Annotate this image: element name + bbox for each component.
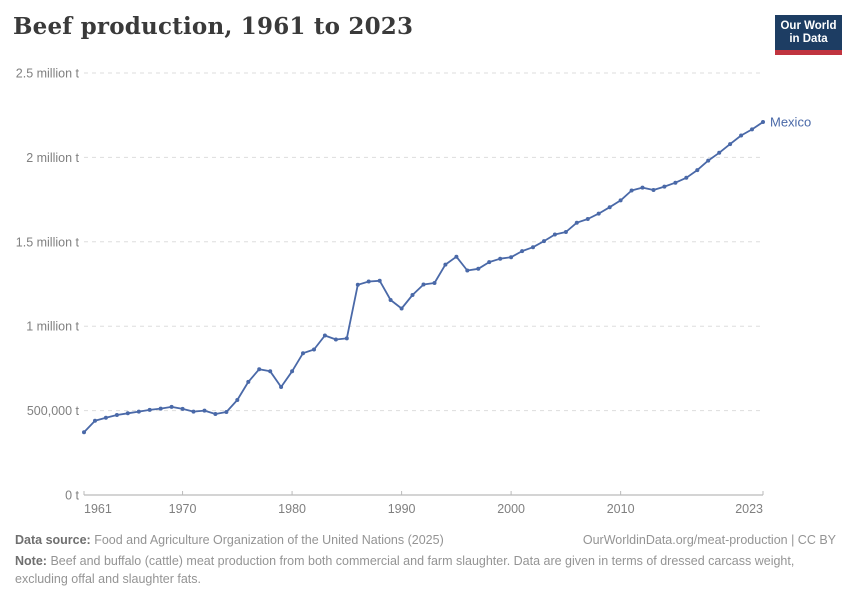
data-point[interactable] bbox=[257, 367, 262, 372]
data-point[interactable] bbox=[443, 262, 448, 267]
data-point[interactable] bbox=[531, 245, 535, 250]
data-point[interactable] bbox=[355, 282, 360, 287]
owid-logo-line2: in Data bbox=[789, 33, 828, 45]
data-source-text: Data source: Food and Agriculture Organi… bbox=[15, 531, 444, 549]
data-point[interactable] bbox=[235, 398, 240, 402]
y-tick-label: 0 t bbox=[65, 489, 79, 503]
data-source-label: Data source: bbox=[15, 533, 91, 547]
data-point[interactable] bbox=[640, 185, 645, 190]
data-point[interactable] bbox=[224, 410, 229, 414]
data-point[interactable] bbox=[290, 369, 295, 374]
data-point[interactable] bbox=[728, 142, 733, 147]
data-point[interactable] bbox=[585, 217, 590, 221]
data-point[interactable] bbox=[454, 254, 459, 259]
data-point[interactable] bbox=[103, 415, 108, 420]
data-point[interactable] bbox=[410, 293, 415, 297]
data-point[interactable] bbox=[498, 256, 503, 261]
series-line-mexico[interactable] bbox=[83, 121, 764, 434]
data-point[interactable] bbox=[421, 282, 426, 287]
x-tick-label: 1990 bbox=[388, 502, 416, 516]
data-point[interactable] bbox=[301, 351, 305, 356]
owid-logo-line1: Our World bbox=[780, 20, 837, 32]
data-point[interactable] bbox=[651, 188, 656, 192]
data-point[interactable] bbox=[136, 409, 141, 414]
note-value: Beef and buffalo (cattle) meat productio… bbox=[15, 554, 795, 586]
data-point[interactable] bbox=[596, 211, 601, 216]
data-point[interactable] bbox=[333, 337, 338, 342]
data-point[interactable] bbox=[761, 120, 765, 124]
y-tick-label: 2.5 million t bbox=[16, 67, 80, 81]
data-point[interactable] bbox=[552, 232, 557, 237]
data-point[interactable] bbox=[618, 198, 623, 203]
data-point[interactable] bbox=[574, 220, 579, 225]
data-point[interactable] bbox=[739, 133, 744, 138]
data-point[interactable] bbox=[322, 333, 327, 338]
data-point[interactable] bbox=[684, 175, 689, 180]
data-point[interactable] bbox=[662, 184, 667, 189]
data-point[interactable] bbox=[125, 411, 130, 416]
x-tick-label: 1970 bbox=[169, 502, 197, 516]
data-point[interactable] bbox=[366, 279, 371, 284]
data-point[interactable] bbox=[487, 260, 492, 265]
data-point[interactable] bbox=[750, 127, 754, 132]
page-title: Beef production, 1961 to 2023 bbox=[13, 13, 414, 40]
x-tick-label: 1980 bbox=[278, 502, 306, 516]
data-point[interactable] bbox=[476, 266, 481, 271]
data-point[interactable] bbox=[509, 255, 514, 260]
note-text: Note: Beef and buffalo (cattle) meat pro… bbox=[15, 552, 836, 588]
x-tick-label: 1961 bbox=[84, 502, 112, 516]
data-point[interactable] bbox=[706, 158, 711, 163]
data-source-value: Food and Agriculture Organization of the… bbox=[94, 533, 444, 547]
data-point[interactable] bbox=[114, 413, 119, 417]
data-point[interactable] bbox=[169, 404, 174, 409]
data-point[interactable] bbox=[465, 268, 470, 273]
x-tick-label: 2010 bbox=[607, 502, 635, 516]
data-point[interactable] bbox=[93, 418, 97, 423]
x-tick-label: 2023 bbox=[735, 502, 763, 516]
y-tick-label: 1 million t bbox=[26, 320, 79, 334]
data-point[interactable] bbox=[191, 409, 196, 414]
data-point[interactable] bbox=[213, 412, 218, 416]
data-point[interactable] bbox=[82, 430, 86, 435]
data-point[interactable] bbox=[147, 407, 152, 412]
entity-label-mexico[interactable]: Mexico bbox=[770, 114, 811, 129]
owid-logo[interactable]: Our World in Data bbox=[775, 15, 842, 55]
data-point[interactable] bbox=[563, 230, 568, 234]
data-point[interactable] bbox=[202, 408, 207, 413]
data-point[interactable] bbox=[629, 188, 634, 193]
x-tick-label: 2000 bbox=[497, 502, 525, 516]
y-tick-label: 2 million t bbox=[26, 151, 79, 165]
owid-url-text: OurWorldinData.org/meat-production | CC … bbox=[582, 533, 836, 547]
data-point[interactable] bbox=[717, 150, 722, 155]
data-point[interactable] bbox=[344, 336, 349, 341]
data-point[interactable] bbox=[180, 406, 185, 411]
note-label: Note: bbox=[15, 554, 47, 568]
data-point[interactable] bbox=[520, 249, 525, 254]
data-point[interactable] bbox=[312, 347, 316, 352]
data-point[interactable] bbox=[432, 281, 437, 285]
chart-footer: Data source: Food and Agriculture Organi… bbox=[15, 531, 836, 588]
data-point[interactable] bbox=[268, 369, 273, 374]
data-point[interactable] bbox=[673, 180, 678, 185]
data-point[interactable] bbox=[542, 239, 546, 244]
line-chart: 0 t 500,000 t 1 million t 1.5 million t 2 mi… bbox=[16, 67, 811, 517]
data-point[interactable] bbox=[246, 379, 251, 384]
y-tick-label: 1.5 million t bbox=[16, 235, 80, 249]
data-point[interactable] bbox=[607, 205, 612, 210]
y-tick-label: 500,000 t bbox=[27, 404, 80, 418]
data-point[interactable] bbox=[399, 306, 404, 311]
data-point[interactable] bbox=[279, 385, 284, 389]
data-point[interactable] bbox=[158, 406, 163, 411]
data-point[interactable] bbox=[695, 168, 700, 173]
data-point[interactable] bbox=[377, 278, 382, 283]
data-point[interactable] bbox=[388, 298, 393, 302]
